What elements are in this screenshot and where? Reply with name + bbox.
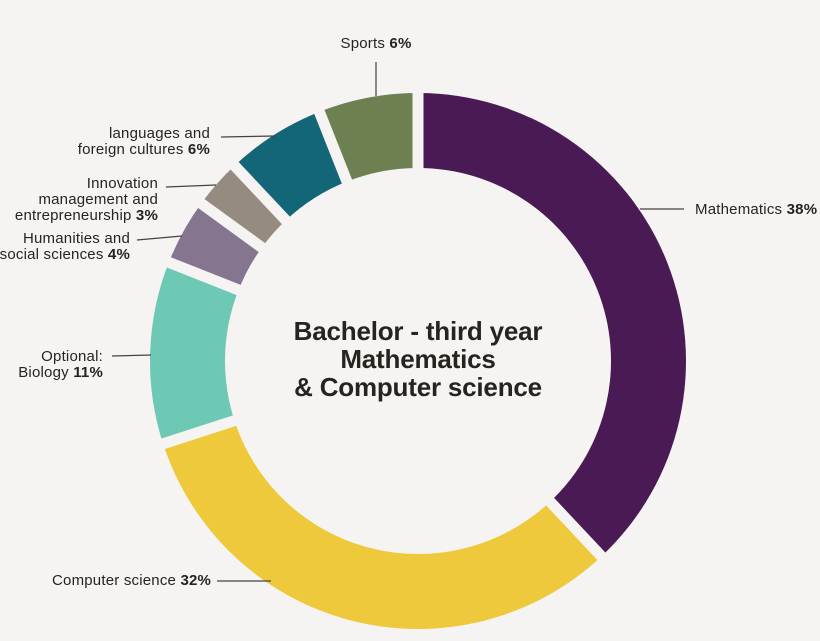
label-text: Sports	[340, 35, 386, 52]
segment-gap	[223, 154, 297, 232]
label-computer-science: Computer science 32%	[52, 573, 312, 589]
chart-title-line-3: & Computer science	[294, 372, 542, 402]
label-text: Computer science	[52, 572, 177, 589]
label-text: foreign cultures	[77, 141, 184, 158]
segment-optional-biology	[149, 262, 239, 444]
label-percent: 6%	[187, 141, 210, 158]
label-text: entrepreneurship	[14, 207, 132, 224]
label-text: social sciences	[0, 246, 104, 263]
segment-mathematics	[418, 93, 686, 557]
segment-gap	[189, 193, 274, 258]
leader-line-optional-biology	[111, 354, 152, 357]
label-sports: Sports 6%	[276, 36, 476, 52]
segment-gap	[151, 412, 246, 453]
label-line: Innovation	[86, 175, 158, 192]
chart-title-line-1: Bachelor - third year	[293, 316, 543, 346]
chart-title: Bachelor - third year Mathematics & Comp…	[198, 317, 638, 401]
label-mathematics: Mathematics 38%	[695, 202, 820, 218]
label-percent: 4%	[107, 246, 130, 263]
leader-line-languages	[220, 135, 276, 138]
label-percent: 38%	[786, 201, 818, 218]
label-percent: 6%	[389, 35, 412, 52]
label-line: languages and	[108, 125, 210, 142]
segment-computer-science	[163, 420, 602, 629]
label-text: Biology	[18, 364, 69, 381]
label-line: Optional:	[41, 348, 103, 365]
segment-innovation-management-and-entrepreneurship	[201, 165, 286, 248]
label-percent: 11%	[73, 364, 103, 381]
label-percent: 3%	[135, 207, 158, 224]
label-innovation-entrepreneurship: Innovation management and entrepreneurship…	[0, 176, 158, 224]
label-languages-foreign-cultures: languages and foreign cultures 6%	[10, 126, 210, 158]
label-text: Mathematics	[695, 201, 783, 218]
leader-line-innovation	[165, 184, 217, 188]
segment-gap	[310, 100, 356, 193]
segment-gap	[157, 253, 250, 299]
segment-gap	[539, 490, 613, 568]
chart-title-line-2: Mathematics	[340, 344, 496, 374]
leader-line-humanities	[136, 235, 183, 241]
label-optional-biology: Optional: Biology 11%	[0, 349, 103, 381]
label-line: Humanities and	[22, 230, 130, 247]
label-humanities-social-sciences: Humanities and social sciences 4%	[0, 231, 130, 263]
label-line: management and	[38, 191, 158, 208]
label-percent: 32%	[180, 572, 212, 589]
